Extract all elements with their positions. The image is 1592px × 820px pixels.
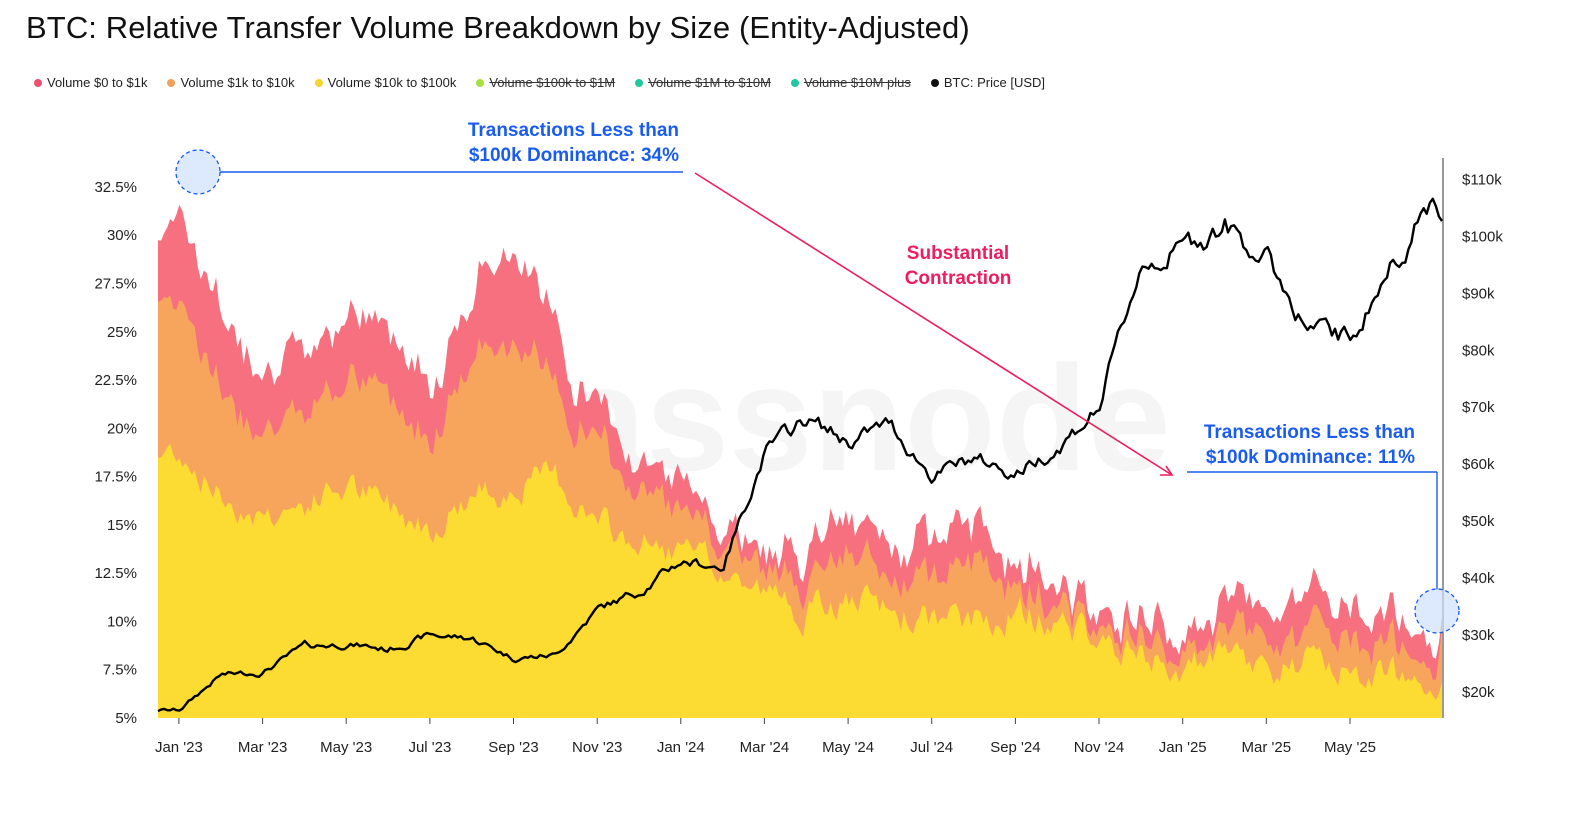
x-tick-label: Sep '24 (990, 739, 1040, 756)
y-left-tick-label: 27.5% (94, 276, 137, 293)
x-tick-label: Jan '25 (1159, 739, 1207, 756)
y-right-tick-label: $40k (1462, 570, 1495, 587)
x-tick-label: Jul '23 (408, 739, 451, 756)
x-tick-label: Sep '23 (488, 739, 538, 756)
y-right-tick-label: $100k (1462, 228, 1503, 245)
x-tick-label: Jul '24 (910, 739, 953, 756)
axes-layer: 5% 7.5% 10% 12.5% 15% 17.5% 20% 22.5% 25% 27.5% 30… (94, 158, 1503, 756)
legend-label: Volume $1k to $10k (180, 75, 295, 90)
mid-annotation-line1: Substantial (907, 243, 1009, 264)
legend-item-vol-0-1k[interactable]: Volume $0 to $1k (34, 75, 147, 90)
mid-annotation-line2: Contraction (905, 268, 1012, 289)
contraction-arrow-line (694, 172, 1173, 476)
y-right-tick-label: $70k (1462, 399, 1495, 416)
y-left-tick-label: 15% (107, 517, 137, 534)
legend-item-btc-price[interactable]: BTC: Price [USD] (930, 75, 1046, 90)
y-right-tick-label: $30k (1462, 627, 1495, 644)
btc-price-line (157, 197, 1443, 713)
legend: Volume $0 to $1k Volume $1k to $10k Volu… (34, 75, 1045, 90)
y-right-tick-label: $60k (1462, 456, 1495, 473)
area-volume-10k-100k (158, 443, 1442, 718)
legend-dot-icon (167, 78, 176, 87)
end-highlight-circle (1414, 588, 1460, 634)
x-tick-label: Nov '24 (1074, 739, 1124, 756)
legend-item-vol-1m-10m[interactable]: Volume $1M to $10M (635, 75, 771, 90)
y-left-tick-label: 5% (115, 710, 137, 727)
y-left-tick-label: 30% (107, 227, 137, 244)
legend-item-vol-10k-100k[interactable]: Volume $10k to $100k (314, 75, 457, 90)
x-tick-label: Mar '23 (238, 739, 288, 756)
area-layer (158, 204, 1442, 718)
y-left-tick-label: 20% (107, 420, 137, 437)
legend-dot-icon (930, 78, 939, 87)
start-highlight-circle (175, 149, 221, 195)
price-layer (157, 197, 1443, 713)
start-annotation-line1: Transactions Less than (468, 120, 679, 141)
legend-dot-icon (34, 78, 42, 87)
y-left-tick-label: 7.5% (103, 662, 137, 679)
x-tick-label: Mar '24 (740, 739, 790, 756)
page-title: BTC: Relative Transfer Volume Breakdown … (26, 10, 970, 45)
legend-label: BTC: Price [USD] (943, 75, 1046, 90)
end-annotation-line2: $100k Dominance: 11% (1206, 447, 1415, 468)
end-annotation-line1: Transactions Less than (1204, 422, 1415, 443)
start-annotation-line2: $100k Dominance: 34% (469, 145, 679, 166)
x-tick-label: Jan '24 (657, 739, 705, 756)
y-left-tick-label: 25% (107, 324, 137, 341)
y-right-tick-label: $90k (1462, 285, 1495, 302)
y-left-tick-label: 10% (107, 613, 137, 630)
y-right-tick-label: $20k (1462, 684, 1495, 701)
y-right-tick-label: $50k (1462, 513, 1495, 530)
y-left-tick-label: 12.5% (94, 565, 137, 582)
legend-dot-icon (790, 78, 799, 87)
annotation-layer: Transactions Less than $100k Dominance: … (175, 120, 1460, 634)
legend-dot-icon (314, 78, 323, 87)
legend-dot-icon (635, 78, 644, 87)
x-tick-label: Jan '23 (155, 739, 203, 756)
legend-label: Volume $1M to $10M (648, 75, 771, 90)
x-tick-label: Nov '23 (572, 739, 622, 756)
y-right-tick-label: $110k (1462, 171, 1502, 188)
legend-label: Volume $100k to $1M (489, 75, 616, 90)
x-tick-label: May '25 (1324, 739, 1376, 756)
x-tick-label: May '23 (320, 739, 372, 756)
y-left-tick-label: 17.5% (94, 469, 137, 486)
legend-label: Volume $10k to $100k (327, 75, 457, 90)
legend-item-vol-100k-1m[interactable]: Volume $100k to $1M (476, 75, 615, 90)
legend-item-vol-10m-plus[interactable]: Volume $10M plus (790, 75, 911, 90)
y-left-tick-label: 22.5% (94, 372, 137, 389)
y-left-tick-label: 32.5% (94, 179, 137, 196)
x-tick-label: Mar '25 (1242, 739, 1292, 756)
legend-dot-icon (476, 78, 485, 87)
legend-item-vol-1k-10k[interactable]: Volume $1k to $10k (167, 75, 295, 90)
contraction-arrow-head-icon (1160, 465, 1174, 476)
y-right-tick-label: $80k (1462, 342, 1495, 359)
legend-label: Volume $0 to $1k (47, 75, 148, 90)
legend-label: Volume $10M plus (803, 75, 911, 90)
x-tick-label: May '24 (822, 739, 874, 756)
